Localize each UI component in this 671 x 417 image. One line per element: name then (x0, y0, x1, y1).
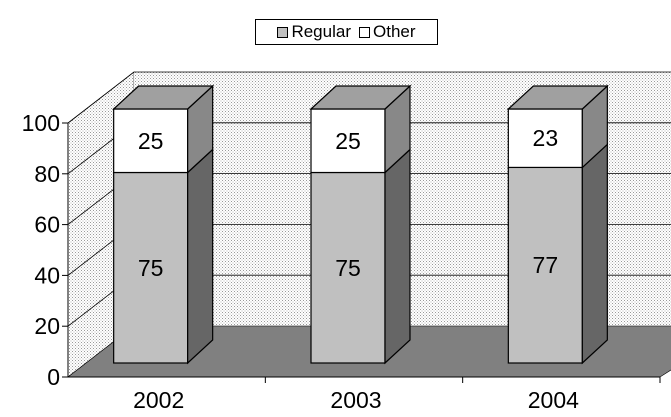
bar-side-regular-2003 (384, 148, 411, 365)
bar-front-other-2002 (113, 108, 189, 174)
bar-side-regular-2004 (581, 143, 608, 365)
data-label-other-2003: 25 (335, 128, 361, 154)
bar-top-2003 (309, 85, 412, 110)
data-label-other-2002: 25 (138, 128, 164, 154)
y-tick-label-20: 20 (34, 313, 60, 339)
x-tick-label-2002: 2002 (133, 387, 184, 413)
legend: Regular Other (255, 19, 438, 45)
data-label-regular-2003: 75 (335, 255, 361, 281)
legend-item-regular: Regular (277, 22, 351, 42)
bar-front-regular-2004 (507, 166, 583, 364)
y-tick-label-100: 100 (22, 110, 60, 136)
legend-swatch-regular (277, 26, 289, 38)
legend-label-regular: Regular (291, 22, 351, 41)
bar-top-2004 (506, 85, 609, 110)
y-tick-label-80: 80 (34, 161, 60, 187)
side-gridline-100 (67, 71, 135, 124)
legend-item-other: Other (359, 22, 416, 42)
y-tick-label-0: 0 (47, 364, 60, 390)
bar-front-regular-2002 (113, 171, 189, 364)
data-label-other-2004: 23 (533, 125, 559, 151)
bar-front-other-2003 (310, 108, 386, 174)
y-tick-label-40: 40 (34, 262, 60, 288)
x-tick-label-2003: 2003 (330, 387, 381, 413)
bar-side-regular-2002 (187, 148, 214, 365)
legend-label-other: Other (373, 22, 416, 41)
bar-top-2002 (112, 85, 215, 110)
legend-swatch-other (359, 26, 370, 38)
data-label-regular-2002: 75 (138, 255, 164, 281)
y-tick-label-60: 60 (34, 212, 60, 238)
data-label-regular-2004: 77 (533, 252, 559, 278)
x-tick-label-2004: 2004 (528, 387, 579, 413)
